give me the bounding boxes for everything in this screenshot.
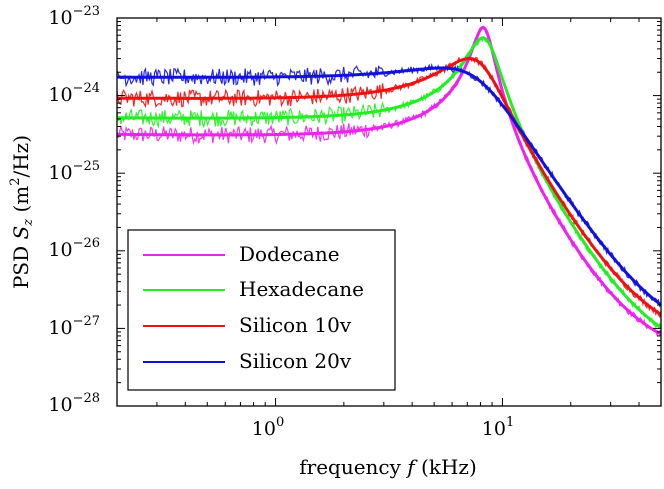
legend: Dodecane Hexadecane Silicon 10v Silicon … [127,229,396,391]
legend-label-silicon-10v: Silicon 10v [239,313,352,337]
legend-label-hexadecane: Hexadecane [239,277,364,301]
plot-frame [116,17,662,407]
y-axis-label: PSD Sz (m2/Hz) [8,135,36,289]
ticks-layer [116,17,662,407]
legend-box [127,229,396,391]
y-tick-label-5: 10−28 [48,391,100,416]
fit-line-dodecane [117,25,661,336]
y-tick-label-2: 10−25 [48,159,100,184]
fit-line-silicon-10v [117,56,661,316]
x-tick-label-1: 101 [482,415,514,440]
legend-label-silicon-20v: Silicon 20v [239,349,352,373]
x-axis-label: frequency f (kHz) [299,455,477,479]
legend-label-dodecane: Dodecane [239,242,340,266]
series-layer [117,25,661,338]
y-tick-label-4: 10−27 [48,314,100,339]
y-tick-label-0: 10−23 [48,4,100,29]
y-tick-label-1: 10−24 [48,81,100,106]
fit-line-silicon-20v [117,66,661,307]
fit-line-hexadecane [117,36,661,329]
y-tick-label-3: 10−26 [48,236,100,261]
x-tick-label-0: 100 [252,415,284,440]
